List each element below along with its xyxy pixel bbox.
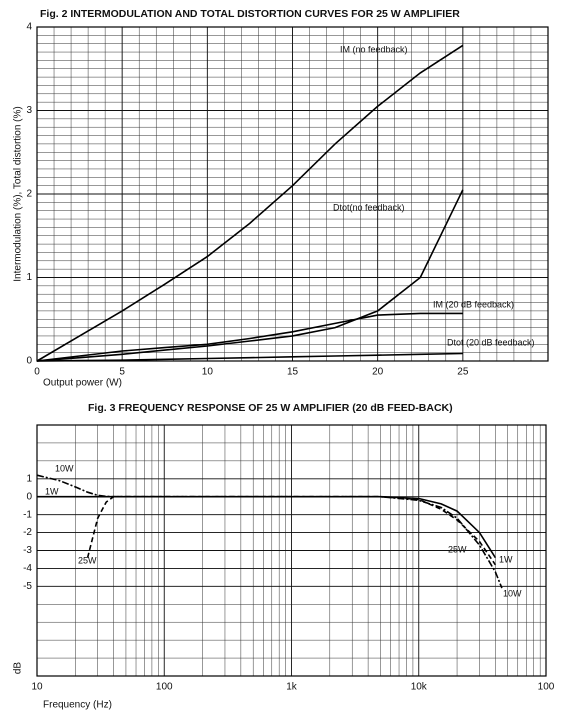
series-label: 10W	[55, 463, 74, 473]
x-tick-label: 10	[202, 367, 214, 378]
x-tick-label: 1k	[286, 682, 298, 693]
series-label: 25W	[448, 544, 467, 554]
chart-title: Fig. 2 INTERMODULATION AND TOTAL DISTORT…	[40, 8, 460, 20]
y-tick-label: 0	[26, 491, 32, 502]
x-tick-label: 100	[156, 682, 173, 693]
y-tick-label: 0	[26, 356, 32, 367]
x-tick-label: 10k	[411, 682, 428, 693]
y-tick-label: 1	[26, 473, 32, 484]
series-label: Dtot (20 dB feedback)	[447, 337, 535, 347]
y-axis-label: Intermodulation (%), Total distortion (%…	[13, 106, 24, 281]
series-label: Dtot(no feedback)	[333, 202, 405, 212]
x-tick-label: 20	[372, 367, 384, 378]
series-label: 10W	[503, 588, 522, 598]
series-line	[36, 189, 464, 362]
series-line	[86, 495, 497, 566]
x-tick-label: 10	[31, 682, 43, 693]
x-axis-label: Output power (W)	[43, 378, 122, 389]
x-tick-label: 5	[119, 367, 125, 378]
x-tick-label: 0	[34, 367, 40, 378]
x-axis-label: Frequency (Hz)	[43, 700, 112, 711]
x-tick-label: 15	[287, 367, 299, 378]
x-tick-label: 25	[457, 367, 469, 378]
series-line	[36, 352, 463, 362]
y-axis-label: dB	[13, 662, 24, 675]
series-label: 1W	[499, 554, 513, 564]
series-line	[36, 474, 503, 589]
y-tick-label: -2	[23, 527, 32, 538]
x-tick-label: 100	[538, 682, 555, 693]
series-label: 25W	[78, 555, 97, 565]
y-tick-label: 1	[26, 272, 32, 283]
y-tick-label: 4	[26, 22, 32, 33]
series-line	[37, 495, 497, 559]
series-label: IM (no feedback)	[340, 44, 408, 54]
y-tick-label: 3	[26, 105, 32, 116]
series-line	[36, 44, 464, 362]
series-label: IM (20 dB feedback)	[433, 299, 514, 309]
chart-title: Fig. 3 FREQUENCY RESPONSE OF 25 W AMPLIF…	[88, 402, 453, 414]
y-tick-label: -3	[23, 545, 32, 556]
plot-frame	[36, 424, 547, 677]
plot-frame	[36, 26, 549, 362]
y-tick-label: 2	[26, 189, 32, 200]
series-label: 1W	[45, 486, 59, 496]
series-line	[36, 312, 463, 362]
y-tick-label: -5	[23, 581, 32, 592]
y-tick-label: -4	[23, 563, 32, 574]
y-tick-label: -1	[23, 509, 32, 520]
